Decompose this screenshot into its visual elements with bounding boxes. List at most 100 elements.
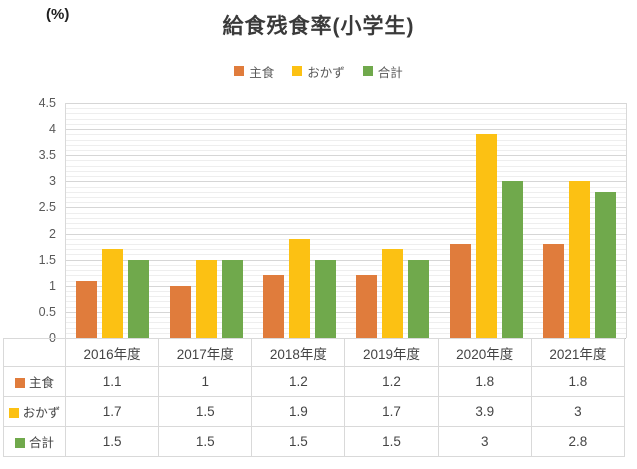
gridline (66, 244, 626, 245)
bar (408, 259, 430, 338)
row-swatch-icon (14, 378, 25, 388)
value-cell: 3 (530, 396, 626, 427)
gridline (66, 327, 626, 329)
gridline (66, 296, 626, 298)
row-swatch-icon (14, 438, 25, 448)
row-header-cell: 主食 (3, 366, 66, 397)
row-header-cell: おかず (3, 396, 66, 427)
gridline (66, 202, 626, 204)
year-header-cell: 2018年度 (251, 338, 346, 367)
gridline (66, 311, 626, 313)
table-row: 合計 1.5 1.5 1.5 1.5 3 2.8 (3, 426, 626, 457)
gridline (66, 332, 626, 334)
y-axis-tick-label: 4.5 (38, 96, 56, 110)
row-header-cell: 合計 (3, 426, 66, 457)
gridline (66, 217, 626, 219)
gridline (66, 150, 626, 151)
gridline (66, 249, 626, 251)
row-swatch-icon (8, 408, 19, 418)
table-row: おかず 1.7 1.5 1.9 1.7 3.9 3 (3, 396, 626, 427)
bar (594, 191, 616, 338)
gridline (66, 291, 626, 292)
legend-item-label: 合計 (377, 65, 403, 80)
gridline (66, 123, 626, 125)
gridline (66, 223, 626, 225)
value-cell: 1 (158, 366, 253, 397)
value-cell: 1.5 (158, 396, 253, 427)
legend-item-label: おかず (307, 65, 345, 80)
gridline (66, 186, 626, 188)
gridline (66, 280, 626, 282)
legend-item-label: 主食 (249, 65, 275, 80)
value-cell: 1.5 (251, 426, 346, 457)
y-axis-tick-label: 4 (49, 122, 56, 137)
bar (128, 259, 150, 338)
bar (76, 280, 98, 338)
value-cell: 1.5 (64, 426, 160, 457)
gridline (66, 134, 626, 136)
y-axis-tick-label: 2 (49, 226, 56, 241)
bar (169, 285, 191, 338)
gridline (66, 317, 626, 319)
gridline (66, 129, 626, 131)
legend-swatch-icon (362, 66, 373, 76)
gridline (66, 170, 626, 172)
year-header-cell: 2017年度 (158, 338, 253, 367)
gridline (66, 176, 626, 178)
legend: 主食 おかず 合計 (0, 62, 637, 80)
bar (195, 259, 217, 338)
value-cell: 3 (437, 426, 532, 457)
table-row: 主食 1.1 1 1.2 1.2 1.8 1.8 (3, 366, 626, 397)
gridline (66, 144, 626, 146)
value-cell: 1.8 (530, 366, 626, 397)
y-axis-tick-label: 3 (49, 174, 56, 189)
value-cell: 1.8 (437, 366, 532, 397)
bar (382, 249, 404, 338)
legend-item: おかず (292, 62, 345, 81)
bar (568, 181, 590, 338)
y-axis-tick-label: 1.5 (38, 252, 56, 267)
gridline (66, 301, 626, 303)
gridline (66, 191, 626, 193)
bar (449, 244, 471, 338)
bar (221, 259, 243, 338)
gridline (66, 165, 626, 167)
chart-title: 給食残食率(小学生) (222, 15, 415, 38)
year-header-cell: 2016年度 (64, 338, 160, 367)
gridline (66, 207, 626, 209)
value-cell: 1.7 (344, 396, 439, 427)
value-cell: 1.2 (344, 366, 439, 397)
legend-swatch-icon (292, 66, 303, 76)
value-cell: 1.1 (64, 366, 160, 397)
bar (356, 275, 378, 338)
bar (542, 244, 564, 338)
plot-area (65, 103, 627, 339)
gridline (66, 139, 626, 141)
bar (314, 259, 336, 338)
gridline (66, 285, 626, 287)
legend-item: 主食 (234, 62, 274, 81)
year-header-cell: 2020年度 (437, 338, 532, 367)
table-header-row: 2016年度 2017年度 2018年度 2019年度 2020年度 2021年度 (3, 338, 626, 367)
gridline (66, 228, 626, 230)
y-axis-tick-label: 0.5 (38, 304, 56, 319)
value-cell: 1.2 (251, 366, 346, 397)
gridline (66, 160, 626, 162)
gridline (66, 155, 626, 157)
value-cell: 1.7 (64, 396, 160, 427)
gridline (66, 197, 626, 198)
gridline (66, 181, 626, 183)
value-cell: 3.9 (437, 396, 532, 427)
gridline (66, 322, 626, 324)
bar (288, 238, 310, 338)
legend-item: 合計 (362, 62, 403, 81)
y-axis-unit-label: (%) (46, 6, 70, 23)
gridline (66, 233, 626, 235)
gridline (66, 103, 626, 104)
bar (475, 134, 497, 338)
bar (501, 181, 523, 338)
gridline (66, 270, 626, 272)
y-axis-tick-label: 1 (49, 278, 56, 293)
gridline (66, 254, 626, 256)
